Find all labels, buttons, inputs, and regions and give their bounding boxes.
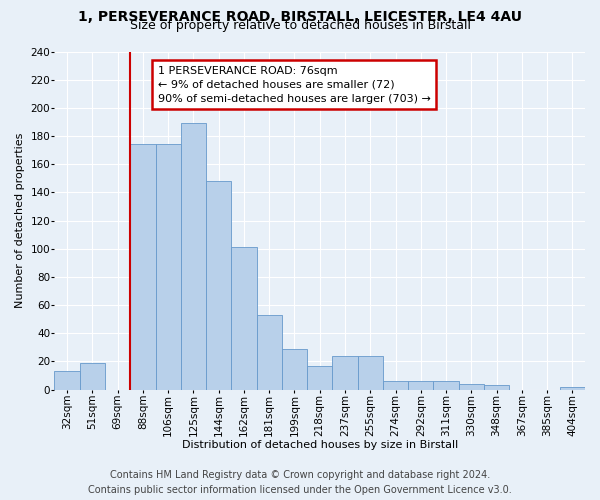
Bar [383,381,408,390]
Bar [181,124,206,390]
Bar [80,363,105,390]
Bar [155,144,181,390]
X-axis label: Distribution of detached houses by size in Birstall: Distribution of detached houses by size … [182,440,458,450]
Bar [484,386,509,390]
Bar [206,181,232,390]
Text: 1, PERSEVERANCE ROAD, BIRSTALL, LEICESTER, LE4 4AU: 1, PERSEVERANCE ROAD, BIRSTALL, LEICESTE… [78,10,522,24]
Bar [232,248,257,390]
Bar [358,356,383,390]
Y-axis label: Number of detached properties: Number of detached properties [15,133,25,308]
Bar [560,386,585,390]
Bar [130,144,155,390]
Text: 1 PERSEVERANCE ROAD: 76sqm
← 9% of detached houses are smaller (72)
90% of semi-: 1 PERSEVERANCE ROAD: 76sqm ← 9% of detac… [158,66,431,104]
Bar [257,315,282,390]
Bar [408,381,433,390]
Bar [307,366,332,390]
Bar [458,384,484,390]
Bar [332,356,358,390]
Bar [433,381,458,390]
Text: Size of property relative to detached houses in Birstall: Size of property relative to detached ho… [130,19,470,32]
Bar [55,371,80,390]
Text: Contains HM Land Registry data © Crown copyright and database right 2024.
Contai: Contains HM Land Registry data © Crown c… [88,470,512,495]
Bar [282,348,307,390]
